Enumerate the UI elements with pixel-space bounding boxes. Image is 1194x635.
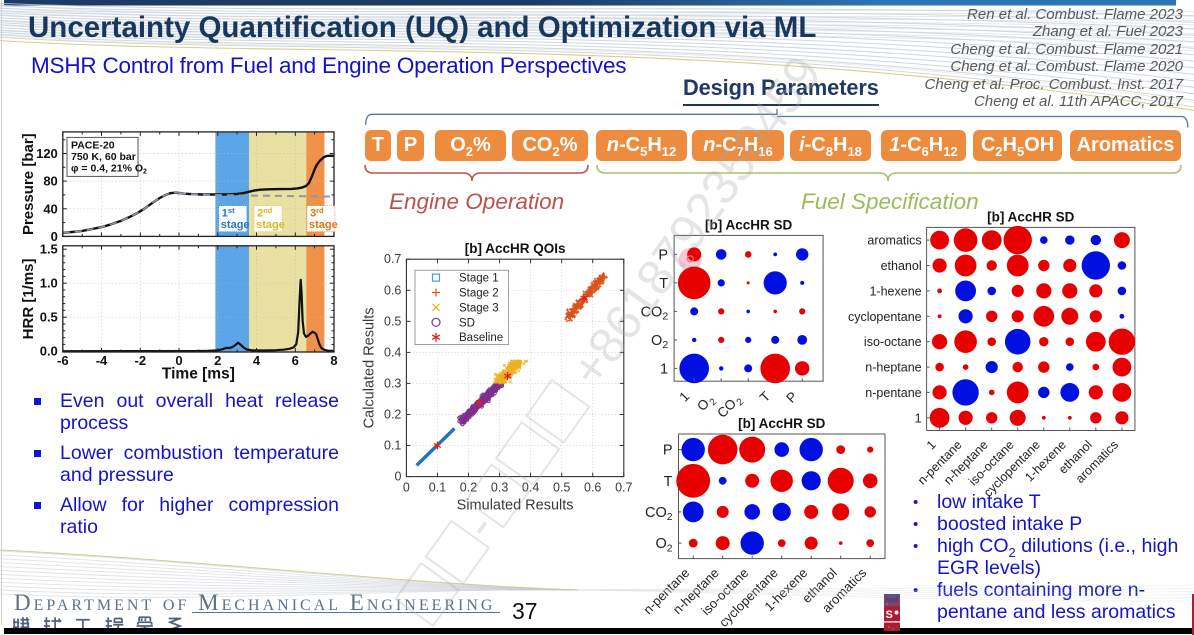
svg-text:40: 40 [43,201,57,216]
svg-text:CO2: CO2 [641,304,669,322]
svg-text:-2: -2 [135,353,147,368]
svg-text:0.5: 0.5 [40,310,58,325]
svg-text:4: 4 [253,353,261,368]
svg-text:O2: O2 [651,333,668,351]
svg-text:n-pentane: n-pentane [865,386,921,400]
svg-text:1-hexene: 1-hexene [869,284,921,298]
svg-text:0.6: 0.6 [384,283,401,297]
svg-text:0.1: 0.1 [384,439,401,453]
svg-text:-4: -4 [96,353,108,368]
svg-text:T: T [664,474,673,490]
svg-text:Stage 1: Stage 1 [459,273,499,285]
svg-text:1: 1 [924,438,939,453]
svg-text:1: 1 [660,361,668,377]
svg-text:0.4: 0.4 [384,345,401,359]
svg-text:750 K, 60 bar: 750 K, 60 bar [71,151,136,163]
svg-text:T: T [659,276,668,292]
svg-text:1.5: 1.5 [40,242,58,257]
svg-text:stage: stage [256,219,285,231]
svg-text:n-heptane: n-heptane [865,361,921,375]
svg-text:2: 2 [735,397,747,409]
svg-text:0.2: 0.2 [384,408,401,422]
svg-text:[b] AccHR QOIs: [b] AccHR QOIs [465,241,566,256]
svg-text:0: 0 [51,229,58,244]
svg-text:0.3: 0.3 [384,376,401,390]
svg-text:stage: stage [221,219,250,231]
svg-text:0.5: 0.5 [553,481,570,495]
svg-text:ethanol: ethanol [881,259,922,273]
svg-text:iso-octane: iso-octane [864,335,922,349]
svg-text:HRR [1/ms]: HRR [1/ms] [20,258,37,339]
svg-text:Stage 2: Stage 2 [459,288,499,300]
svg-text:Baseline: Baseline [459,332,503,344]
svg-text:0.2: 0.2 [460,481,477,495]
svg-text:6: 6 [292,353,299,368]
svg-text:-6: -6 [57,353,69,368]
svg-text:T: T [757,389,773,405]
svg-text:P: P [658,247,668,263]
svg-text:Calculated Results: Calculated Results [361,307,377,428]
svg-text:cyclopentane: cyclopentane [848,310,922,324]
svg-text:φ = 0.4, 21% O2: φ = 0.4, 21% O2 [71,163,147,176]
svg-text:8: 8 [330,353,337,368]
svg-text:[b] AccHR SD: [b] AccHR SD [987,209,1075,224]
svg-text:0.5: 0.5 [384,314,401,328]
svg-text:Simulated Results: Simulated Results [457,498,574,514]
svg-text:P: P [783,389,800,406]
svg-text:1: 1 [676,389,692,405]
svg-text:0.0: 0.0 [40,344,58,359]
svg-text:0.3: 0.3 [491,481,508,495]
svg-text:0.7: 0.7 [384,252,401,266]
svg-text:[b] AccHR SD: [b] AccHR SD [705,217,793,232]
svg-text:0.4: 0.4 [522,481,539,495]
svg-text:stage: stage [309,219,338,231]
svg-text:CO2: CO2 [645,505,673,523]
svg-text:2: 2 [708,397,720,409]
svg-text:120: 120 [36,146,58,161]
svg-text:SD: SD [459,317,475,329]
svg-text:0: 0 [403,481,410,495]
svg-text:aromatics: aromatics [867,234,921,248]
svg-text:0.1: 0.1 [429,481,446,495]
svg-text:PACE-20: PACE-20 [71,140,115,152]
svg-text:1: 1 [915,411,922,425]
svg-text:0.7: 0.7 [615,481,632,495]
svg-text:0: 0 [175,353,182,368]
svg-text:Stage 3: Stage 3 [459,302,499,314]
svg-text:1.0: 1.0 [40,276,58,291]
svg-text:Time [ms]: Time [ms] [162,366,235,383]
svg-text:P: P [663,443,673,459]
svg-text:0: 0 [394,470,401,484]
svg-text:S: S [886,609,893,621]
svg-text:Pressure [bar]: Pressure [bar] [20,133,37,235]
svg-text:[b] AccHR SD: [b] AccHR SD [738,416,826,431]
svg-text:0.6: 0.6 [584,481,601,495]
svg-text:2: 2 [214,353,221,368]
svg-text:80: 80 [43,174,57,189]
